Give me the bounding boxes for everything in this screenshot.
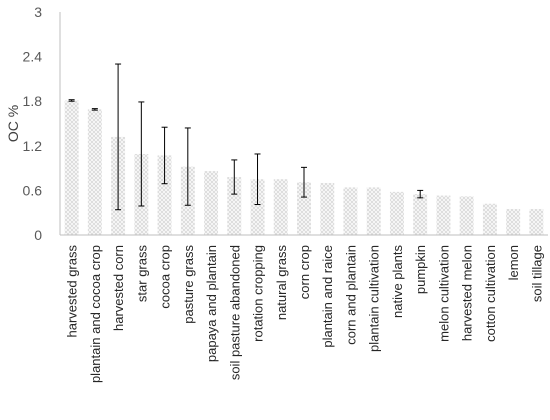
error-bars (68, 63, 424, 211)
category-label: natural grass (274, 245, 289, 321)
category-label: plantain cultivation (367, 245, 382, 352)
bar (343, 187, 358, 235)
y-axis: 0 0.6 1.2 1.8 2.4 3 (23, 4, 61, 243)
category-label: native plants (390, 245, 405, 318)
category-label: cocoa crop (158, 245, 173, 309)
category-label: corn crop (297, 245, 312, 299)
category-label: pumpkin (413, 245, 428, 294)
y-tick-label: 2.4 (23, 49, 43, 65)
category-label: soil pasture abandoned (227, 245, 242, 380)
bar (157, 155, 172, 235)
bar (413, 194, 428, 235)
bar (250, 179, 265, 235)
y-tick-label: 1.8 (23, 93, 43, 109)
category-label: melon cultivation (436, 245, 451, 342)
bar (529, 208, 544, 235)
bar (436, 195, 451, 235)
bar (459, 196, 474, 235)
category-label: cotton cultivation (483, 245, 498, 342)
y-tick-label: 0.6 (23, 182, 43, 198)
category-label: lemon (506, 245, 521, 280)
category-label: plantain and raice (320, 245, 335, 348)
category-label: rotation cropping (251, 245, 266, 342)
bar (320, 182, 335, 235)
bars (64, 100, 544, 235)
bar (366, 187, 381, 235)
category-label: plantain and cocoa crop (88, 245, 103, 383)
category-label: harvested melon (460, 245, 475, 341)
category-labels: harvested grass plantain and cocoa crop ha… (65, 245, 545, 384)
y-axis-label: OC % (5, 105, 21, 142)
bar (227, 177, 242, 235)
y-tick-label: 0 (34, 227, 42, 243)
category-label: pasture grass (181, 245, 196, 324)
category-label: papaya and plantain (204, 245, 219, 362)
bar (204, 171, 219, 235)
bar (87, 109, 102, 235)
category-label: harvested grass (65, 245, 80, 338)
category-label: soil tillage (529, 245, 544, 302)
bar (273, 179, 288, 235)
category-label: corn and plantain (343, 245, 358, 345)
category-label: star grass (134, 245, 149, 303)
bar (64, 100, 79, 235)
bar (506, 208, 521, 235)
y-tick-label: 1.2 (23, 138, 43, 154)
bar (297, 182, 311, 235)
y-tick-label: 3 (34, 4, 42, 20)
bar (482, 203, 497, 235)
bar (389, 191, 404, 235)
category-label: harvested corn (111, 245, 126, 331)
